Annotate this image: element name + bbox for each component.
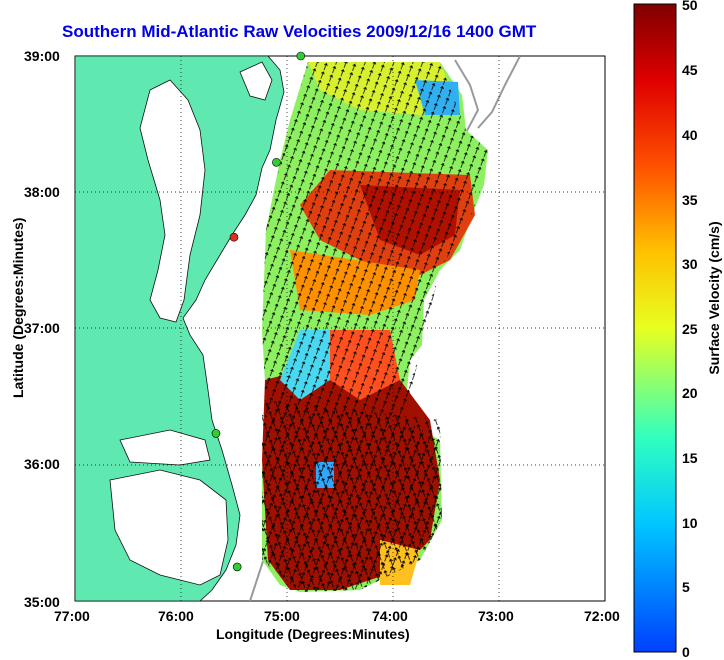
grid xyxy=(75,56,605,601)
station-marker xyxy=(232,562,242,572)
colorbar-tick-label: 25 xyxy=(682,321,698,337)
colorbar-tick-label: 5 xyxy=(682,579,690,595)
colorbar-tick-label: 15 xyxy=(682,450,698,466)
colorbar-tick-label: 35 xyxy=(682,192,698,208)
delaware-bay xyxy=(239,61,273,101)
chesapeake-bay xyxy=(139,79,206,323)
y-tick-label: 35:00 xyxy=(24,594,60,610)
colorbar-tick-label: 45 xyxy=(682,62,698,78)
colorbar-tick-label: 0 xyxy=(682,644,690,660)
colorbar-tick-label: 30 xyxy=(682,256,698,272)
bathymetry-contour xyxy=(477,56,521,129)
velocity-field xyxy=(262,62,488,592)
pamlico-sound xyxy=(109,469,229,586)
x-tick-label: 75:00 xyxy=(264,608,300,624)
colorbar-tick-label: 20 xyxy=(682,385,698,401)
y-tick-label: 39:00 xyxy=(24,48,60,64)
x-tick-label: 72:00 xyxy=(584,608,620,624)
x-tick-label: 74:00 xyxy=(372,608,408,624)
y-tick-label: 37:00 xyxy=(24,320,60,336)
station-marker xyxy=(211,429,221,438)
colorbar-tick-label: 10 xyxy=(682,515,698,531)
x-tick-label: 77:00 xyxy=(54,608,90,624)
x-tick-label: 73:00 xyxy=(478,608,514,624)
colorbar xyxy=(633,3,677,653)
y-tick-label: 36:00 xyxy=(24,456,60,472)
colorbar-tick-label: 40 xyxy=(682,127,698,143)
station-marker xyxy=(229,232,239,242)
colorbar-tick-label: 50 xyxy=(682,0,698,13)
y-tick-label: 38:00 xyxy=(24,184,60,200)
x-axis-label: Longitude (Degrees:Minutes) xyxy=(216,626,410,642)
station-marker xyxy=(296,51,306,61)
x-tick-label: 76:00 xyxy=(158,608,194,624)
station-marker xyxy=(272,157,281,167)
albemarle-sound xyxy=(119,429,211,466)
station-markers xyxy=(211,51,306,572)
chart-title: Southern Mid-Atlantic Raw Velocities 200… xyxy=(62,22,537,41)
